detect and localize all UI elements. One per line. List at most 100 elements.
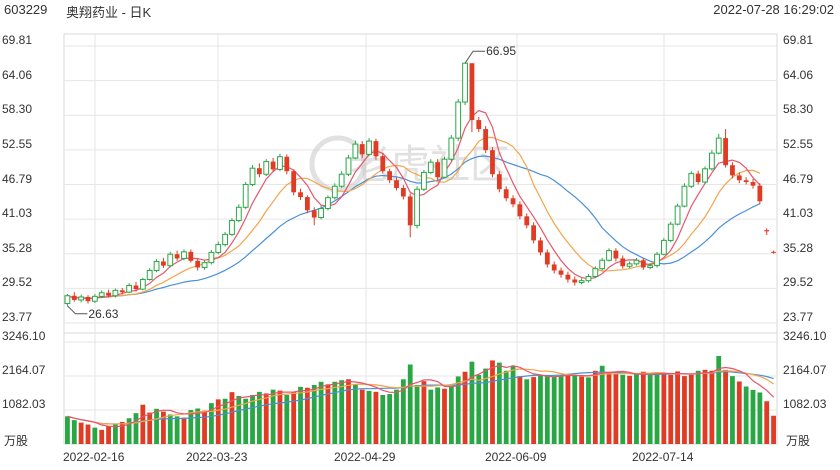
candle-body <box>256 168 262 175</box>
volume-bar <box>215 399 221 444</box>
candle-body <box>578 280 585 284</box>
candle-body <box>174 254 180 259</box>
volume-bar <box>531 377 537 444</box>
volume-bar <box>339 380 345 444</box>
volume-bar <box>592 370 598 444</box>
volume-bar <box>551 377 557 444</box>
volume-bar <box>284 394 290 444</box>
volume-bar <box>510 366 516 444</box>
candle-body <box>338 173 345 187</box>
candle-body <box>544 252 550 265</box>
candle-body <box>291 171 297 193</box>
volume-bar <box>195 408 201 444</box>
ma5-line <box>67 109 761 300</box>
candle-body <box>667 223 674 241</box>
price-tick-right: 58.30 <box>783 102 814 117</box>
candle-body <box>235 206 242 222</box>
volume-bar <box>647 374 653 444</box>
date-tick: 2022-04-29 <box>334 450 396 464</box>
stock-title: 奥翔药业 - 日K <box>66 5 152 20</box>
candle-body <box>469 63 475 121</box>
timestamp: 2022-07-28 16:29:02 <box>713 2 834 17</box>
candle-body <box>448 137 455 160</box>
candle-body <box>771 251 776 253</box>
candle-body <box>427 161 434 173</box>
volume-bar <box>161 411 166 444</box>
candle-body <box>441 158 448 178</box>
volume-bar <box>346 379 351 444</box>
date-tick: 2022-03-23 <box>186 450 248 464</box>
volume-ma20-line <box>67 371 774 425</box>
candle-body <box>394 180 399 189</box>
volume-bar <box>455 376 461 444</box>
volume-bar <box>606 372 612 444</box>
price-tick-right: 35.28 <box>783 240 814 255</box>
volume-bar <box>256 391 262 444</box>
candle-body <box>139 279 146 290</box>
volume-bar <box>270 389 276 444</box>
volume-bar <box>311 384 317 444</box>
candle-body <box>119 290 125 293</box>
volume-bar <box>702 369 708 444</box>
volume-bar <box>291 391 297 444</box>
candle-body <box>161 261 166 266</box>
volume-bar <box>538 375 543 444</box>
candle-body <box>380 156 386 172</box>
volume-bar <box>448 386 454 444</box>
volume-bar <box>202 410 207 444</box>
candle-body <box>325 197 331 210</box>
volume-bar <box>304 387 310 444</box>
price-tick-left: 35.28 <box>2 240 33 255</box>
volume-bar <box>757 392 763 444</box>
volume-bar <box>565 373 571 444</box>
price-tick-left: 58.30 <box>2 102 33 117</box>
watermark-logo-icon <box>309 135 367 193</box>
volume-bar <box>99 429 105 444</box>
volume-bar <box>188 410 194 444</box>
candle-body <box>195 260 201 268</box>
volume-bar <box>654 372 660 444</box>
volume-bar <box>524 379 530 444</box>
volume-bar <box>730 376 735 444</box>
candle-body <box>640 260 646 268</box>
candle-body <box>503 189 509 199</box>
candle-body <box>249 167 256 185</box>
volume-bar <box>503 370 509 444</box>
candle-body <box>318 208 324 219</box>
candle-body <box>531 225 537 241</box>
candle-body <box>455 101 462 139</box>
candle-body <box>407 196 413 226</box>
candle-body <box>201 262 208 268</box>
volume-bar <box>400 379 406 444</box>
candle-body <box>496 174 502 190</box>
volume-bar <box>263 393 269 444</box>
candle-body <box>565 274 571 280</box>
volume-bar <box>661 373 667 444</box>
price-tick-right: 23.77 <box>783 310 814 324</box>
volume-unit-left: 万股 <box>4 434 29 448</box>
candle-body <box>352 143 359 159</box>
candle-body <box>592 268 599 277</box>
candle-body <box>476 120 482 130</box>
volume-bar <box>250 394 255 444</box>
volume-bar <box>675 371 680 444</box>
candle-body <box>421 171 427 190</box>
volume-bar <box>544 374 550 444</box>
volume-bar <box>298 386 303 444</box>
candle-body <box>126 285 133 293</box>
candle-body <box>167 253 174 267</box>
candle-body <box>91 295 98 302</box>
price-tick-left: 41.03 <box>2 206 33 221</box>
price-tick-left: 52.55 <box>2 136 33 151</box>
candle-body <box>414 188 420 226</box>
candle-body <box>599 259 606 270</box>
volume-bar <box>373 391 379 444</box>
volume-bar <box>366 390 372 444</box>
date-tick: 2022-07-14 <box>632 450 694 464</box>
volume-bar <box>414 384 420 444</box>
volume-bar <box>133 413 139 444</box>
volume-tick-left: 1082.03 <box>2 397 46 411</box>
volume-tick-right: 2164.07 <box>783 362 827 377</box>
volume-bar <box>92 427 98 444</box>
